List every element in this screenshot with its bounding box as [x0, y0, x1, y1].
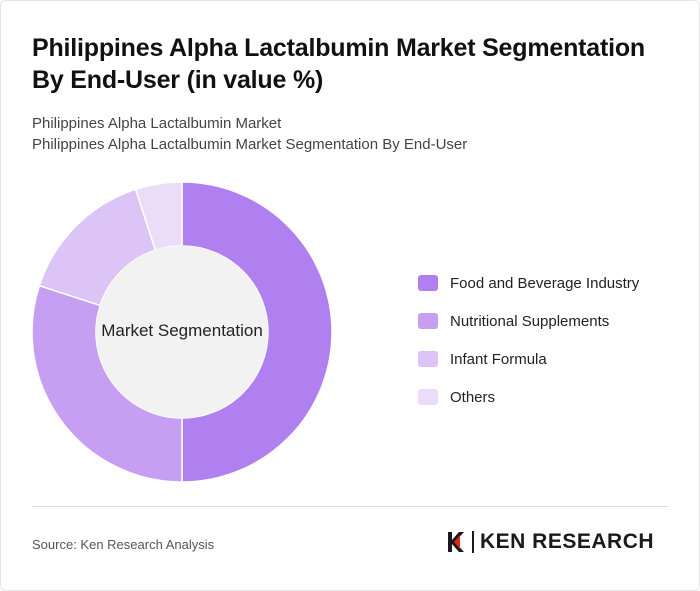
- donut-chart: [31, 181, 333, 483]
- source-note: Source: Ken Research Analysis: [32, 537, 215, 552]
- legend-label: Others: [450, 388, 496, 406]
- legend-label: Food and Beverage Industry: [450, 274, 640, 292]
- donut-center-label: Market Segmentation: [101, 321, 263, 340]
- ken-research-logo-icon: [448, 532, 464, 552]
- legend-label: Nutritional Supplements: [450, 312, 610, 330]
- subtitle-line-1: Philippines Alpha Lactalbumin Market: [32, 115, 282, 132]
- legend-swatch: [418, 351, 438, 367]
- chart-title: Philippines Alpha Lactalbumin Market Seg…: [32, 34, 645, 94]
- legend-item-nutritional-supplements[interactable]: Nutritional Supplements: [418, 302, 639, 340]
- footer-divider: [32, 506, 668, 507]
- legend-label: Infant Formula: [450, 350, 547, 368]
- logo-separator: [472, 531, 474, 553]
- legend-item-infant-formula[interactable]: Infant Formula: [418, 340, 639, 378]
- chart-subtitle: Philippines Alpha Lactalbumin Market Phi…: [32, 113, 672, 155]
- ken-research-logo: KEN RESEARCH: [446, 530, 654, 554]
- legend-item-food-and-beverage-industry[interactable]: Food and Beverage Industry: [418, 264, 639, 302]
- logo-wordmark: KEN RESEARCH: [480, 530, 655, 553]
- subtitle-line-2: Philippines Alpha Lactalbumin Market Seg…: [32, 136, 468, 153]
- chart-legend: Food and Beverage Industry Nutritional Su…: [418, 264, 639, 416]
- donut-hole: [96, 246, 268, 418]
- legend-item-others[interactable]: Others: [418, 378, 639, 416]
- legend-swatch: [418, 275, 438, 291]
- legend-swatch: [418, 313, 438, 329]
- legend-swatch: [418, 389, 438, 405]
